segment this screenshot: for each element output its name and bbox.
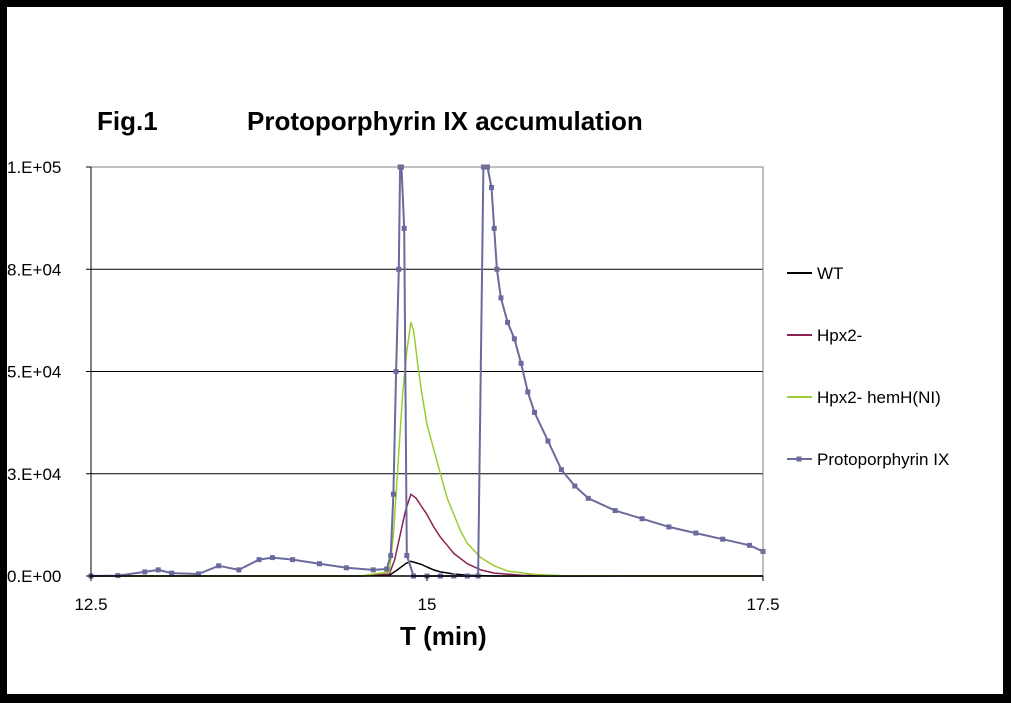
data-point bbox=[612, 508, 618, 514]
data-point bbox=[390, 491, 396, 497]
y-tick-label: 8.E+04 bbox=[7, 260, 61, 279]
data-point bbox=[256, 557, 262, 563]
data-point bbox=[290, 557, 296, 563]
data-point bbox=[532, 409, 538, 415]
chart: Fig.1 Protoporphyrin IX accumulation 0.E… bbox=[7, 106, 949, 651]
data-point bbox=[498, 295, 504, 301]
x-axis-label: T (min) bbox=[400, 621, 487, 651]
data-point bbox=[388, 553, 394, 559]
data-point bbox=[169, 570, 175, 576]
data-point bbox=[404, 553, 410, 559]
data-point bbox=[155, 567, 161, 573]
data-point bbox=[269, 555, 275, 561]
y-tick-label: 5.E+04 bbox=[7, 363, 61, 382]
y-tick-label: 3.E+04 bbox=[7, 465, 61, 484]
chart-frame: Fig.1 Protoporphyrin IX accumulation 0.E… bbox=[7, 7, 1003, 694]
grid bbox=[91, 268, 763, 475]
data-point bbox=[384, 566, 390, 572]
data-point bbox=[525, 389, 531, 395]
data-point bbox=[491, 225, 497, 231]
data-point bbox=[396, 266, 402, 272]
chart-title: Protoporphyrin IX accumulation bbox=[247, 106, 643, 136]
data-point bbox=[343, 565, 349, 571]
data-point bbox=[545, 438, 551, 444]
legend: WT Hpx2- Hpx2- hemH(NI) Protoporphyrin IX bbox=[787, 264, 949, 469]
legend-label: Hpx2- bbox=[817, 326, 862, 345]
data-point bbox=[720, 536, 726, 542]
y-tick-label: 0.E+00 bbox=[7, 567, 61, 586]
data-point bbox=[216, 563, 222, 569]
series-line bbox=[91, 493, 763, 577]
data-point bbox=[693, 530, 699, 536]
data-point bbox=[639, 516, 645, 522]
figure-label: Fig.1 bbox=[97, 106, 158, 136]
series-line bbox=[91, 321, 763, 577]
data-point bbox=[494, 266, 500, 272]
data-point bbox=[236, 567, 242, 573]
data-point bbox=[572, 483, 578, 489]
legend-label: Protoporphyrin IX bbox=[817, 450, 949, 469]
legend-label: Hpx2- hemH(NI) bbox=[817, 388, 941, 407]
data-point bbox=[666, 524, 672, 530]
y-tick-label: 1.E+05 bbox=[7, 158, 61, 177]
data-point bbox=[511, 336, 517, 342]
data-point bbox=[747, 542, 753, 548]
legend-label: WT bbox=[817, 264, 843, 283]
data-point bbox=[142, 569, 148, 575]
data-point bbox=[558, 467, 564, 473]
data-point bbox=[393, 369, 399, 374]
data-point bbox=[316, 561, 322, 567]
data-point bbox=[401, 225, 407, 231]
legend-marker bbox=[796, 456, 802, 462]
x-tick-label: 17.5 bbox=[746, 595, 779, 614]
axes: 0.E+00 3.E+04 5.E+04 8.E+04 1.E+05 12.5 15 17.5 bbox=[7, 158, 780, 614]
data-point bbox=[370, 567, 376, 573]
data-point bbox=[489, 184, 495, 190]
data-point bbox=[518, 360, 524, 366]
x-tick-label: 15 bbox=[418, 595, 437, 614]
data-point bbox=[505, 319, 511, 325]
data-point bbox=[196, 571, 202, 577]
x-tick-label: 12.5 bbox=[74, 595, 107, 614]
data-point bbox=[585, 495, 591, 501]
